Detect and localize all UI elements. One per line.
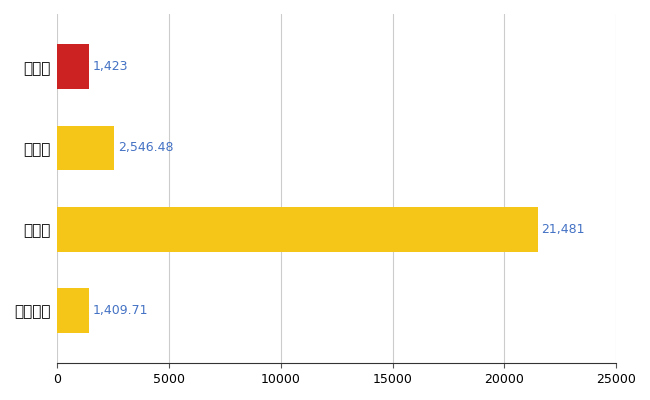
Text: 1,409.71: 1,409.71	[93, 304, 148, 317]
Bar	[57, 44, 89, 89]
Bar	[57, 126, 114, 170]
Bar	[57, 207, 538, 252]
Text: 2,546.48: 2,546.48	[118, 142, 174, 154]
Bar	[57, 288, 89, 333]
Text: 21,481: 21,481	[541, 223, 585, 236]
Text: 1,423: 1,423	[93, 60, 129, 73]
